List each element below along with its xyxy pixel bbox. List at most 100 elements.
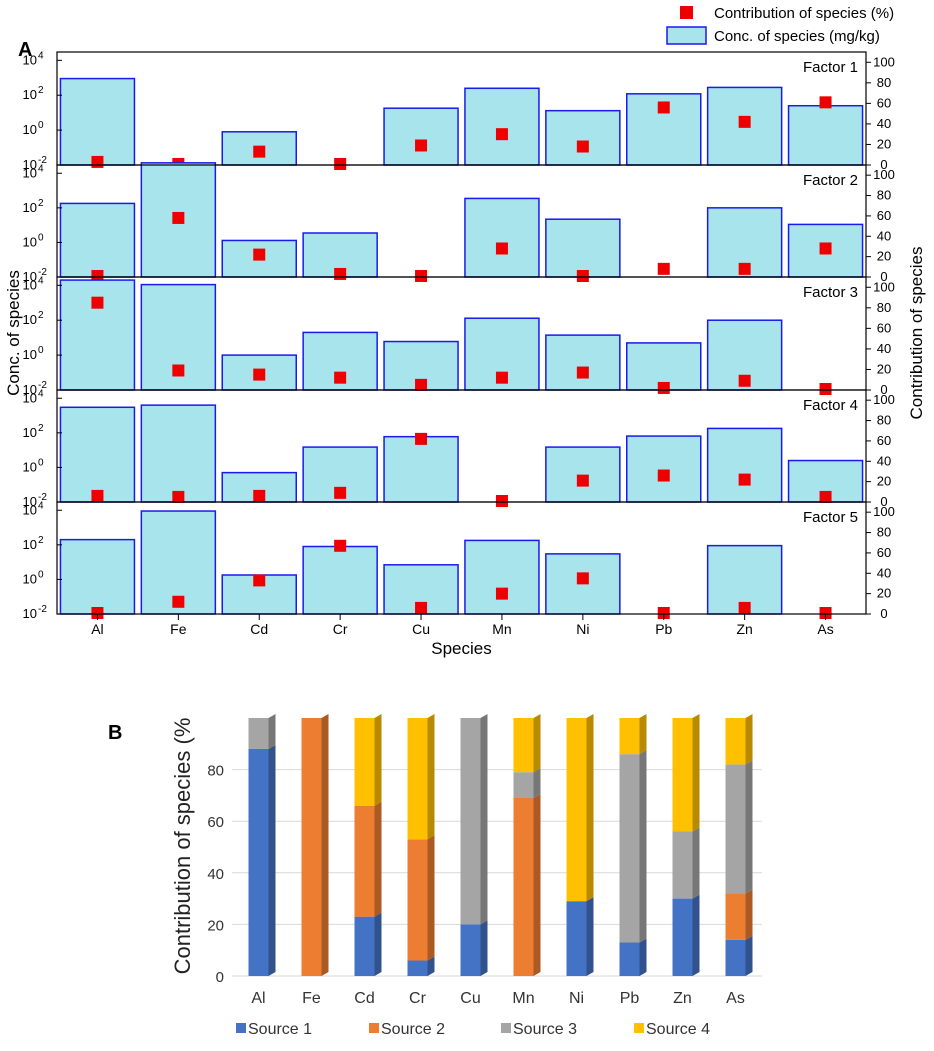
y-tick-exponent: 2	[38, 198, 44, 209]
y2-tick-label: 60	[877, 95, 891, 110]
contribution-marker	[253, 368, 266, 381]
contribution-marker	[738, 601, 751, 614]
stacked-segment-side	[586, 714, 594, 902]
x-axis-title: Species	[431, 639, 491, 658]
y-tick-base: 10	[23, 606, 37, 621]
y-tick-base: 10	[23, 165, 37, 180]
stacked-segment	[725, 718, 746, 765]
conc-bar	[545, 446, 621, 503]
conc-bar	[59, 202, 136, 278]
contribution-marker	[657, 607, 670, 619]
stacked-segment-side	[321, 714, 329, 976]
x-tick-label: Ni	[576, 621, 589, 637]
contribution-marker	[576, 140, 589, 153]
stacked-segment	[407, 960, 428, 976]
x-tick-label: Cr	[333, 621, 348, 637]
factor-label: Factor 1	[803, 59, 858, 76]
conc-bar	[706, 427, 783, 503]
stacked-segment-side	[374, 801, 382, 917]
y2-tick-label: 40	[877, 453, 891, 468]
y-tick-exponent: -2	[38, 492, 47, 503]
x-tick-label: Pb	[620, 990, 640, 1007]
y-tick-label: 10	[23, 494, 37, 509]
stacked-segment	[725, 764, 746, 894]
conc-bar	[626, 435, 702, 503]
y2-tick-label: 0	[880, 606, 887, 621]
legend-label: Contribution of species (%)	[714, 5, 894, 22]
conc-bar	[464, 87, 540, 166]
x-tick-label: As	[817, 621, 833, 637]
y2-tick-label: 0	[880, 494, 887, 509]
factor-label: Factor 5	[803, 509, 858, 526]
y-axis-title: Conc. of species	[4, 270, 23, 396]
y-tick-label: 10	[23, 52, 37, 67]
y-tick-label: 10	[23, 459, 37, 474]
legend-label: Source 2	[381, 1021, 445, 1038]
stacked-segment	[460, 924, 481, 976]
y2-tick-label: 0	[880, 382, 887, 397]
stacked-segment-side	[745, 714, 753, 765]
x-tick-label: Al	[91, 621, 103, 637]
contribution-marker	[657, 469, 670, 482]
contribution-marker	[172, 595, 185, 608]
stacked-segment-side	[533, 793, 541, 976]
y2-tick-label: 40	[877, 565, 891, 580]
conc-bar	[464, 197, 540, 278]
y-tick-label: 10	[23, 312, 37, 327]
conc-bar	[140, 404, 217, 503]
stacked-segment	[354, 718, 375, 806]
y2-tick-label: 100	[873, 392, 895, 407]
y-tick-label: 10	[23, 234, 37, 249]
legend-swatch	[236, 1023, 246, 1033]
contribution-marker	[495, 587, 508, 600]
contribution-marker	[576, 270, 589, 282]
panel-b: B 0 20 40 60 80 Al Fe Cd Cr Cu Mn Ni Pb Zn As Contributi…	[108, 714, 762, 1038]
contribution-marker	[91, 269, 104, 282]
contribution-marker	[738, 473, 751, 486]
y2-tick-label: 80	[877, 525, 891, 540]
y-tick-exponent: 0	[38, 120, 44, 131]
legend-label: Source 4	[646, 1021, 710, 1038]
y-tick-label: 10	[23, 502, 37, 517]
y-tick-base: 10	[23, 537, 37, 552]
factor-label: Factor 3	[803, 284, 858, 301]
contribution-marker	[819, 96, 832, 109]
y-tick-label: 10	[23, 269, 37, 284]
stacked-segment-side	[692, 714, 700, 832]
stacked-segment	[672, 718, 693, 832]
legend-marker-swatch	[680, 6, 693, 19]
conc-bar	[383, 435, 459, 503]
contribution-marker	[172, 211, 185, 224]
y-tick-label: 60	[207, 814, 224, 831]
y-tick-exponent: 2	[38, 535, 44, 546]
y-tick-exponent: 4	[38, 50, 44, 61]
y2-tick-label: 80	[877, 300, 891, 315]
y-tick-label: 10	[23, 347, 37, 362]
stacked-segment	[566, 718, 587, 902]
panel-frame	[56, 501, 867, 615]
stacked-segment	[248, 748, 269, 976]
stacked-segment	[672, 831, 693, 899]
y2-tick-label: 80	[877, 413, 891, 428]
contribution-marker	[415, 601, 428, 614]
y2-tick-label: 0	[880, 269, 887, 284]
contribution-marker	[91, 607, 104, 619]
x-tick-label: Cd	[250, 621, 268, 637]
x-tick-label: Cu	[412, 621, 430, 637]
y-tick-exponent: -2	[38, 155, 47, 166]
legend-label: Source 1	[248, 1021, 312, 1038]
stacked-segment	[354, 805, 375, 917]
y2-tick-label: 40	[877, 116, 891, 131]
stacked-segment-side	[533, 768, 541, 798]
y2-tick-label: 20	[877, 249, 891, 264]
contribution-marker	[738, 374, 751, 387]
y2-tick-label: 20	[877, 586, 891, 601]
contribution-marker	[91, 489, 104, 502]
x-tick-label: Al	[251, 990, 265, 1007]
y-tick-exponent: 4	[38, 388, 44, 399]
y-tick-label: 40	[207, 866, 224, 883]
